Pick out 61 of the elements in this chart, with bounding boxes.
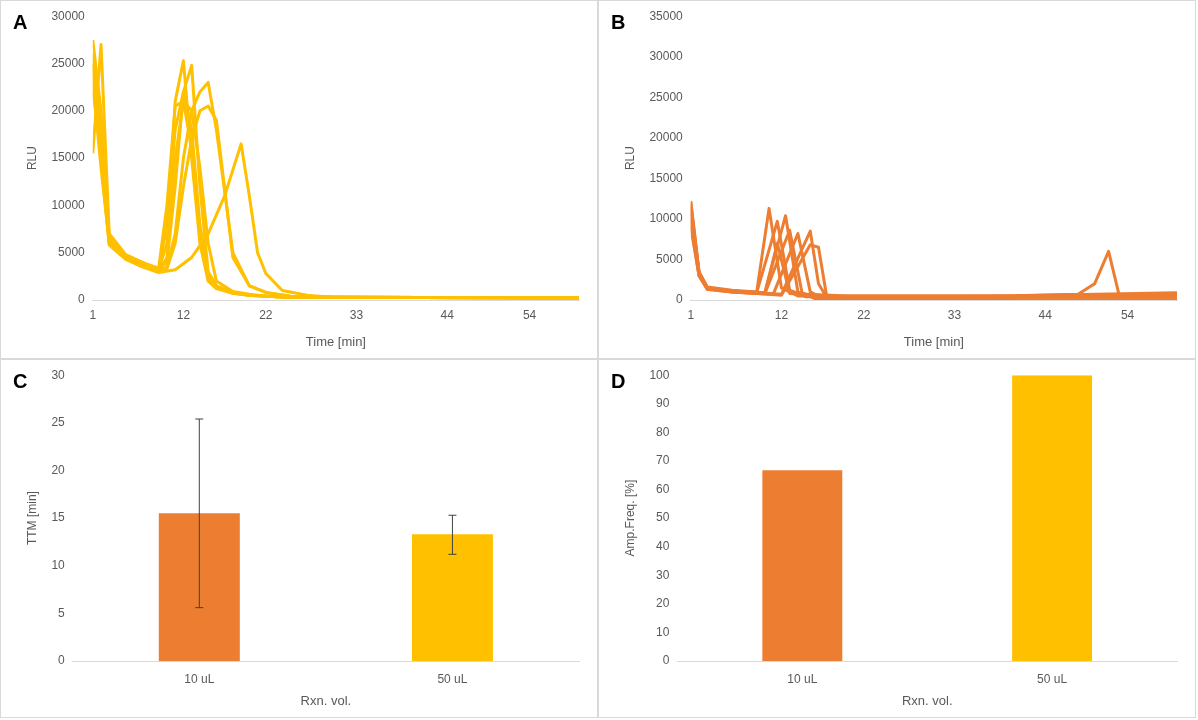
- y-tick-label: 30: [51, 367, 66, 382]
- text: A: [13, 10, 28, 33]
- y-tick-label: 5: [58, 605, 66, 620]
- x-tick-label: 54: [1120, 307, 1135, 322]
- text: D: [611, 369, 626, 392]
- y-tick-label: 10: [51, 558, 66, 573]
- x-tick-label: 10 uL: [787, 671, 818, 686]
- y-tick-label: 15: [51, 510, 66, 525]
- x-tick-label: 12: [774, 307, 789, 322]
- y-axis-title: RLU: [622, 146, 637, 171]
- y-tick-label: 20: [656, 596, 670, 611]
- x-tick-label: 22: [259, 307, 273, 322]
- x-tick-label: 1: [687, 307, 695, 322]
- y-tick-label: 10: [656, 624, 670, 639]
- y-tick-label: 25000: [51, 55, 86, 70]
- y-tick-label: 40: [656, 538, 670, 553]
- x-tick-label: 22: [857, 307, 871, 322]
- y-tick-label: 100: [649, 367, 670, 382]
- x-tick-label: 10 uL: [184, 671, 215, 686]
- x-tick-label: 33: [947, 307, 962, 322]
- y-tick-label: 15000: [649, 170, 684, 185]
- y-tick-label: 0: [662, 653, 670, 668]
- y-tick-label: 0: [676, 292, 684, 307]
- x-axis-title: Time [min]: [903, 333, 964, 349]
- x-tick-label: 44: [1038, 307, 1053, 322]
- y-tick-label: 25: [51, 415, 66, 430]
- text: B: [611, 10, 626, 33]
- y-tick-label: 80: [656, 424, 670, 439]
- y-tick-label: 15000: [51, 150, 86, 165]
- y-axis-title: Amp.Freq. [%]: [622, 479, 637, 557]
- y-axis-title: TTM [min]: [24, 491, 39, 546]
- x-tick-label: 54: [522, 307, 537, 322]
- x-axis-title: Time [min]: [305, 333, 366, 349]
- x-tick-label: 33: [349, 307, 364, 322]
- y-tick-label: 10000: [649, 211, 684, 226]
- text: C: [13, 369, 28, 392]
- y-tick-label: 90: [656, 396, 670, 411]
- y-axis-title: RLU: [24, 146, 39, 171]
- x-tick-label: 50 uL: [437, 671, 468, 686]
- y-tick-label: 5000: [58, 245, 86, 260]
- y-tick-label: 50: [656, 510, 670, 525]
- y-tick-label: 30: [656, 567, 670, 582]
- y-tick-label: 10000: [51, 197, 86, 212]
- y-tick-label: 0: [58, 653, 66, 668]
- x-tick-label: 44: [440, 307, 455, 322]
- y-tick-label: 5000: [656, 251, 684, 266]
- x-axis-title: Rxn. vol.: [300, 692, 352, 708]
- y-tick-label: 20: [51, 462, 66, 477]
- y-tick-label: 0: [78, 292, 86, 307]
- x-axis-title: Rxn. vol.: [901, 692, 953, 708]
- y-tick-label: 20000: [649, 130, 684, 145]
- x-tick-label: 50 uL: [1037, 671, 1068, 686]
- y-tick-label: 60: [656, 481, 670, 496]
- x-tick-label: 12: [176, 307, 191, 322]
- y-tick-label: 70: [656, 453, 670, 468]
- y-tick-label: 30000: [649, 49, 684, 64]
- x-tick-label: 1: [89, 307, 97, 322]
- y-tick-label: 35000: [649, 8, 684, 23]
- y-tick-label: 20000: [51, 103, 86, 118]
- y-tick-label: 30000: [51, 8, 86, 23]
- y-tick-label: 25000: [649, 89, 684, 104]
